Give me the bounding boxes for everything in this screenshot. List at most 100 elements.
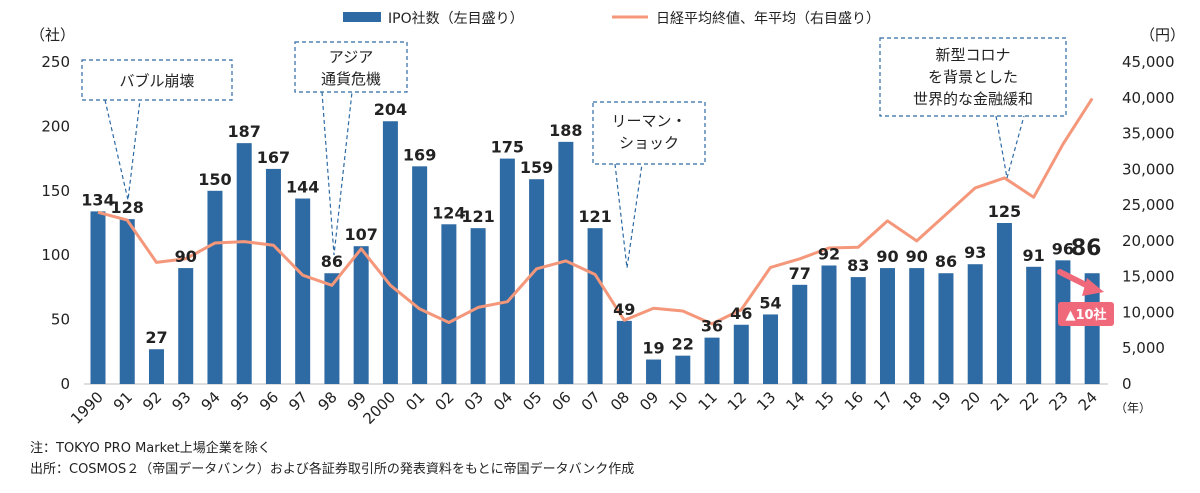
bar-value-label: 124 [432,203,465,222]
x-tick-label: 06 [548,388,574,414]
bar-value-label: 144 [286,178,319,197]
x-tick-label: 91 [110,388,136,414]
y-left-tick-label: 100 [41,246,70,264]
bar-value-label: 167 [257,148,290,167]
ipo-bar [675,355,691,384]
bar-value-label: 92 [818,245,840,264]
ipo-bar [821,265,837,384]
x-tick-label: 04 [490,388,516,414]
ipo-bar [207,190,223,384]
legend: IPO社数（左目盛り） 日経平均終値、年平均（右目盛り） [343,11,880,27]
change-arrow-head [1082,278,1104,296]
bar-value-label: 83 [847,256,869,275]
y-left-tick-label: 250 [41,53,70,71]
y-left-tick-label: 150 [41,182,70,200]
nikkei-line [97,97,1094,326]
bar-value-label: 121 [461,207,494,226]
callout-easing-text-3: 世界的な金融緩和 [913,90,1033,108]
callout-lehman-box [592,101,706,165]
callout-asia-pointer [321,91,353,256]
ipo-bars [90,121,1100,385]
x-tick-label: 08 [607,388,633,414]
y-right-tick-label: 0 [1122,375,1132,393]
callout-easing: 新型コロナ を背景とした 世界的な金融緩和 [879,37,1067,179]
y-left-tick-label: 200 [41,117,70,135]
x-tick-label: 20 [958,388,984,414]
bar-value-label: 159 [520,158,553,177]
x-tick-label: 96 [256,388,282,414]
ipo-bar [295,198,311,384]
y-right-tick-label: 5,000 [1122,339,1165,357]
bar-value-label: 121 [578,207,611,226]
ipo-bar [441,224,457,384]
ipo-bar [353,246,369,384]
ipo-bar [967,264,983,384]
ipo-bar [119,219,135,384]
callout-lehman-pointer [614,163,643,269]
y-right-tick-label: 45,000 [1122,53,1175,71]
bar-value-label: 204 [374,100,407,119]
bar-value-label: 86 [321,252,343,271]
callout-bubble-box [81,59,233,101]
bar-value-label: 27 [145,328,167,347]
x-tick-label: 12 [724,388,750,414]
callout-lehman-text-2: ショック [619,134,679,152]
bar-value-label: 93 [964,243,986,262]
bar-value-label: 150 [198,170,231,189]
callout-easing-text-1: 新型コロナ [935,46,1010,64]
bar-value-label: 90 [175,247,197,266]
ipo-bar [529,179,545,384]
callout-asia-text-1: アジア [329,48,373,66]
y-right-tick-label: 10,000 [1122,303,1175,321]
bar-value-label: 54 [759,293,781,312]
change-badge-text: ▲10社 [1065,307,1106,323]
ipo-bar [90,211,106,384]
ipo-bar [178,268,194,384]
x-tick-label: 03 [461,388,487,414]
ipo-bar [733,324,749,384]
x-tick-label: 98 [315,388,341,414]
x-tick-label: 11 [695,388,721,414]
ipo-bar [996,223,1012,384]
callout-asia: アジア 通貨危機 [294,41,408,256]
ipo-bar [148,349,164,384]
ipo-bar [1026,266,1042,384]
change-arrow-shaft [1057,269,1093,290]
legend-bar-label: IPO社数（左目盛り） [388,11,524,27]
callouts: バブル崩壊 アジア 通貨危機 リーマン・ ショック 新型コロナ を背景とした 世… [81,37,1067,269]
x-tick-label: 05 [519,388,545,414]
x-tick-label: 24 [1075,388,1101,414]
y-right-tick-label: 20,000 [1122,232,1175,250]
x-tick-label: 2000 [359,388,399,428]
x-tick-label: 02 [431,388,457,414]
x-tick-label: 07 [578,388,604,414]
footnote: 注：TOKYO PRO Market上場企業を除く [30,440,271,456]
ipo-bar [382,121,398,385]
bar-value-label: 91 [1023,246,1045,265]
bar-value-label: 188 [549,121,582,140]
x-tick-label: 94 [198,388,224,414]
callout-lehman: リーマン・ ショック [592,101,706,269]
ipo-bar [763,314,779,384]
x-tick-label: 13 [753,388,779,414]
x-tick-label: 93 [168,388,194,414]
callout-lehman-text-1: リーマン・ [611,112,686,130]
ipo-bar [646,359,662,384]
legend-bar-swatch [343,12,381,22]
y-right-tick-label: 35,000 [1122,125,1175,143]
ipo-bar [1084,273,1100,384]
x-tick-label: 92 [139,388,165,414]
legend-line-label: 日経平均終値、年平均（右目盛り） [656,11,880,27]
x-tick-label: 23 [1046,388,1072,414]
change-badge-box [1058,302,1114,326]
ipo-bar [236,143,252,384]
ipo-bar [938,273,954,384]
ipo-bar [265,168,281,384]
bar-value-label: 125 [988,202,1021,221]
x-tick-label: 17 [870,388,896,414]
y-left-ticks: 0 50 100 150 200 250 [41,53,70,393]
bar-value-label: 36 [701,317,723,336]
bar-value-label: 22 [672,335,694,354]
y-left-tick-label: 0 [60,375,70,393]
